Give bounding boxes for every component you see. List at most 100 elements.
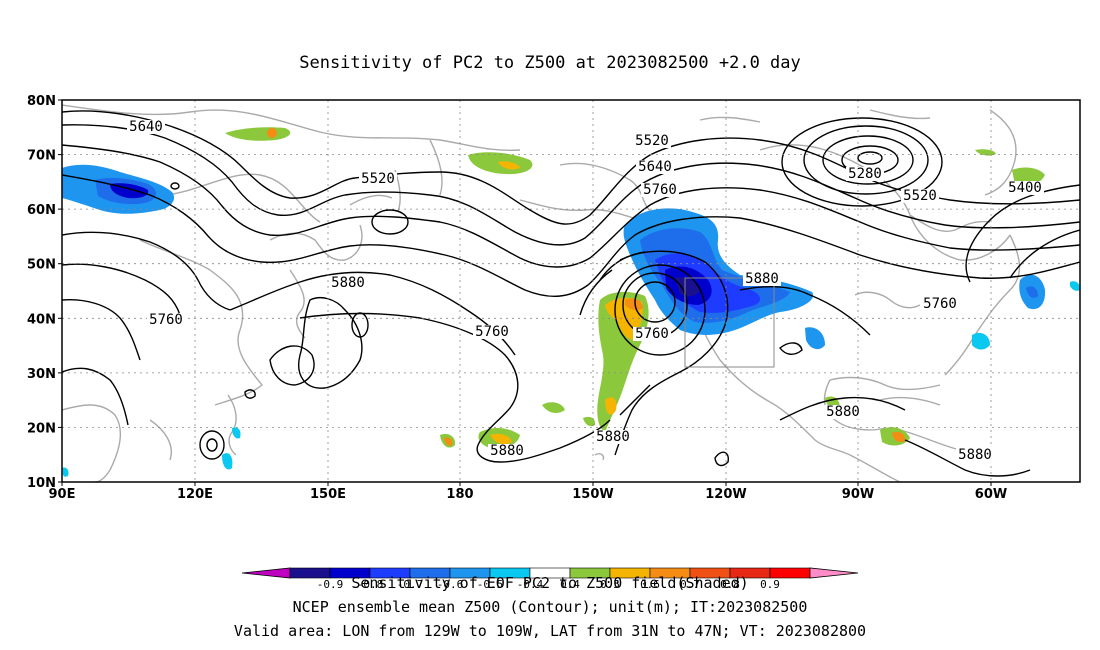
map-title: Sensitivity of PC2 to Z500 at 2023082500… [299,53,801,73]
colorbar-swatch [289,567,331,579]
shade-blob [1026,286,1038,298]
lon-label: 90W [842,487,874,502]
contour-label: 5880 [958,447,992,463]
lon-label: 120E [177,487,213,502]
longitude-axis: 90E 120E 150E 180 150W 120W 90W 60W [49,482,1007,502]
contour-label: 5640 [129,119,163,135]
colorbar-tick-label: 0.4 [560,578,580,591]
shade-blob [490,433,512,445]
contour-label: 5880 [596,429,630,445]
shade-blob [675,277,700,297]
contour-label-bg [743,272,781,286]
contour-label: 5760 [475,324,509,340]
contour-label: 5520 [635,133,669,149]
colorbar-end-low [241,567,291,579]
shade-blob [225,127,291,141]
contour-label-bg [824,405,862,419]
shade-blob [267,128,277,138]
shade-blob [892,431,906,443]
contour-label-bg [473,325,511,339]
lon-label: 90E [49,487,76,502]
contour-label: 5880 [826,404,860,420]
z500-contours [62,110,1080,477]
contour-label-bg [488,444,526,458]
map-frame [61,99,1081,483]
lat-label: 50N [27,258,56,273]
contour-label-bg [633,134,671,148]
contour-label-bg [633,327,671,341]
contour-label-bg [641,183,679,197]
contour-label: 5760 [635,326,669,342]
contour-label: 5760 [923,296,957,312]
contour-labels: 5640 5520 5520 5640 5760 5280 5520 5400 5880 5760… [127,119,1044,463]
lat-label: 30N [27,367,56,382]
contour-label-bg [127,120,165,134]
contour-label: 5880 [745,271,779,287]
caption-line-2: NCEP ensemble mean Z500 (Contour); unit(… [293,598,808,616]
contour-label: 5880 [490,443,524,459]
lat-label: 10N [27,476,56,491]
colorbar-end-high [809,567,859,579]
contour-label-bg [901,189,939,203]
shade-blob [1070,281,1080,291]
contour-label: 5760 [149,312,183,328]
colorbar-tick-label: -0.5 [477,578,504,591]
contour-label: 5520 [361,171,395,187]
valid-area-box [684,277,775,368]
shade-blob [444,437,453,446]
contour-label: 5520 [903,188,937,204]
contour-label: 5280 [848,166,882,182]
caption-line-1: Sensitivity of EOF PC2 to Z500 field(Sha… [351,574,748,592]
colorbar-swatch [769,567,811,579]
shade-blob [583,416,596,427]
colorbar-tick-label: 0.7 [680,578,700,591]
lon-label: 120W [705,487,746,502]
contour-label: 5760 [643,182,677,198]
contour-label-bg [1006,181,1044,195]
contour-label: 5880 [331,275,365,291]
lat-label: 70N [27,149,56,164]
shade-blob [605,397,617,415]
lon-label: 150W [572,487,613,502]
shade-blob [62,467,69,477]
contour-label-bg [594,430,632,444]
shade-blob [62,172,73,197]
shade-blob [498,161,520,170]
shade-blob [625,298,643,311]
lat-label: 20N [27,421,56,436]
colorbar-tick-label: -0.6 [437,578,464,591]
colorbar-tick-label: -0.4 [517,578,544,591]
contour-label-bg [956,448,994,462]
shade-blob [805,327,825,350]
lon-label: 60W [975,487,1007,502]
colorbar-tick-label: 0.6 [640,578,660,591]
colorbar [241,567,859,579]
lon-label: 180 [446,487,473,502]
colorbar-tick-labels: -0.9 -0.8 -0.7 -0.6 -0.5 -0.4 0.4 0.5 0.6 0.7 0.8 0… [317,578,780,591]
lat-label: 80N [27,94,56,109]
shade-blob [972,332,990,350]
contour-label-bg [636,160,674,174]
contour-label-bg [147,313,185,327]
lat-label: 60N [27,203,56,218]
colorbar-tick-label: -0.7 [397,578,424,591]
colorbar-tick-label: 0.5 [600,578,620,591]
shade-blob [222,453,233,470]
colorbar-tick-label: -0.9 [317,578,344,591]
contour-label-bg [329,276,367,290]
shade-blob [542,402,565,413]
colorbar-tick-label: -0.8 [357,578,384,591]
contour-label-bg [921,297,959,311]
lat-label: 40N [27,312,56,327]
latitude-axis: 80N 70N 60N 50N 40N 30N 20N 10N [27,94,62,491]
contour-label-bg [846,167,884,181]
contour-label: 5400 [1008,180,1042,196]
colorbar-tick-label: 0.8 [720,578,740,591]
caption-line-3: Valid area: LON from 129W to 109W, LAT f… [234,622,866,640]
lon-label: 150E [310,487,346,502]
shade-blob [232,427,241,439]
contour-label: 5640 [638,159,672,175]
contour-label-bg [359,172,397,186]
colorbar-tick-label: 0.9 [760,578,780,591]
